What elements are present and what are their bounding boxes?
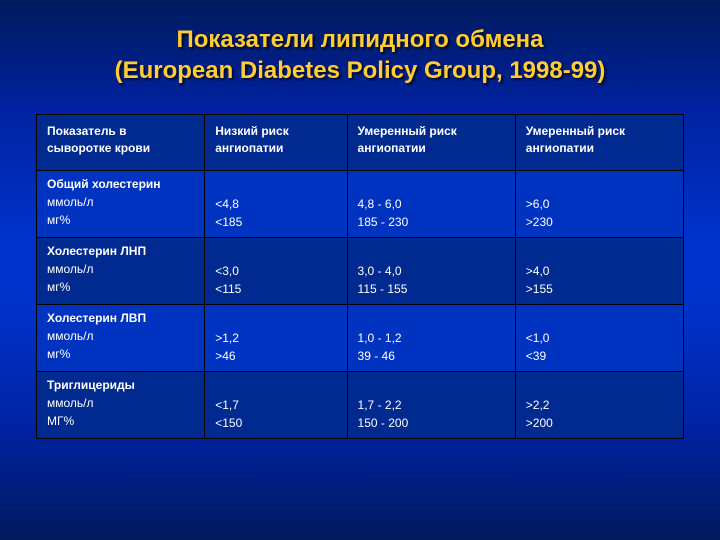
value: <115 — [215, 280, 336, 298]
col-high-risk: Умеренный риск ангиопатии — [515, 115, 683, 170]
cell-mod: 1,7 - 2,2 150 - 200 — [347, 371, 515, 438]
parameter-unit: мг% — [47, 345, 194, 363]
cell-mod: 4,8 - 6,0 185 - 230 — [347, 170, 515, 237]
value: <1,7 — [215, 396, 336, 414]
value: <150 — [215, 414, 336, 432]
value: 185 - 230 — [358, 213, 505, 231]
col-mod-risk: Умеренный риск ангиопатии — [347, 115, 515, 170]
cell-mod: 1,0 - 1,2 39 - 46 — [347, 304, 515, 371]
value: 1,0 - 1,2 — [358, 329, 505, 347]
cell-low: <4,8 <185 — [205, 170, 347, 237]
table-row: Холестерин ЛВП ммоль/л мг% >1,2 >46 1,0 … — [37, 304, 684, 371]
value: 3,0 - 4,0 — [358, 262, 505, 280]
value: 4,8 - 6,0 — [358, 195, 505, 213]
slide-title: Показатели липидного обмена (European Di… — [36, 24, 684, 86]
value: >46 — [215, 347, 336, 365]
lipid-table: Показатель в сыворотке крови Низкий риск… — [36, 114, 684, 438]
value: >230 — [526, 213, 673, 231]
col-low-risk: Низкий риск ангиопатии — [205, 115, 347, 170]
parameter-unit: ммоль/л — [47, 327, 194, 345]
parameter-name: Холестерин ЛВП — [47, 311, 194, 325]
value: 1,7 - 2,2 — [358, 396, 505, 414]
parameter-unit: ммоль/л — [47, 193, 194, 211]
parameter-unit: МГ% — [47, 412, 194, 430]
value: 150 - 200 — [358, 414, 505, 432]
table-row: Триглицериды ммоль/л МГ% <1,7 <150 1,7 -… — [37, 371, 684, 438]
value: 39 - 46 — [358, 347, 505, 365]
value: >6,0 — [526, 195, 673, 213]
value: <3,0 — [215, 262, 336, 280]
title-line-2: (European Diabetes Policy Group, 1998-99… — [115, 57, 606, 84]
value: >155 — [526, 280, 673, 298]
table-row: Общий холестерин ммоль/л мг% <4,8 <185 4… — [37, 170, 684, 237]
cell-parameter: Общий холестерин ммоль/л мг% — [37, 170, 205, 237]
value: >4,0 — [526, 262, 673, 280]
parameter-unit: ммоль/л — [47, 394, 194, 412]
value: >200 — [526, 414, 673, 432]
slide: Показатели липидного обмена (European Di… — [0, 0, 720, 540]
parameter-name: Триглицериды — [47, 378, 194, 392]
cell-high: >2,2 >200 — [515, 371, 683, 438]
cell-low: >1,2 >46 — [205, 304, 347, 371]
value: <1,0 — [526, 329, 673, 347]
value: >1,2 — [215, 329, 336, 347]
cell-high: <1,0 <39 — [515, 304, 683, 371]
col-parameter: Показатель в сыворотке крови — [37, 115, 205, 170]
parameter-unit: мг% — [47, 278, 194, 296]
table-row: Холестерин ЛНП ммоль/л мг% <3,0 <115 3,0… — [37, 237, 684, 304]
value: <4,8 — [215, 195, 336, 213]
cell-mod: 3,0 - 4,0 115 - 155 — [347, 237, 515, 304]
parameter-name: Общий холестерин — [47, 177, 194, 191]
value: >2,2 — [526, 396, 673, 414]
cell-low: <1,7 <150 — [205, 371, 347, 438]
cell-parameter: Холестерин ЛВП ммоль/л мг% — [37, 304, 205, 371]
parameter-unit: мг% — [47, 211, 194, 229]
title-line-1: Показатели липидного обмена — [176, 26, 543, 53]
cell-high: >6,0 >230 — [515, 170, 683, 237]
parameter-unit: ммоль/л — [47, 260, 194, 278]
cell-low: <3,0 <115 — [205, 237, 347, 304]
value: <39 — [526, 347, 673, 365]
cell-parameter: Холестерин ЛНП ммоль/л мг% — [37, 237, 205, 304]
value: 115 - 155 — [358, 280, 505, 298]
cell-parameter: Триглицериды ммоль/л МГ% — [37, 371, 205, 438]
table-header-row: Показатель в сыворотке крови Низкий риск… — [37, 115, 684, 170]
value: <185 — [215, 213, 336, 231]
cell-high: >4,0 >155 — [515, 237, 683, 304]
parameter-name: Холестерин ЛНП — [47, 244, 194, 258]
